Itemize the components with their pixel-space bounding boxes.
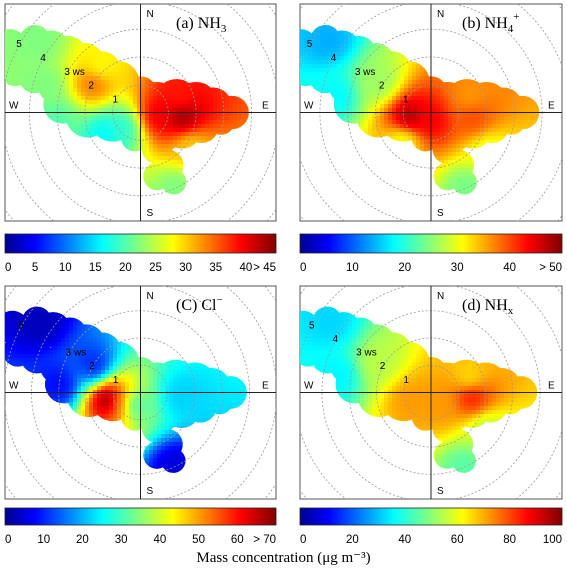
colorbar-tick-label: 40 xyxy=(398,534,411,546)
panel-title: (b) NH4+ xyxy=(462,11,519,35)
colorbar-tick-label: 20 xyxy=(398,262,411,274)
colorbar-tick-label: 25 xyxy=(149,262,162,274)
direction-label-n: N xyxy=(147,9,154,20)
wind-speed-ring-label: 4 xyxy=(40,53,46,64)
colorbar-tick-label: 0 xyxy=(300,534,306,546)
colorbar-tick-label: 40 xyxy=(239,262,252,274)
polar-grid xyxy=(300,286,562,499)
wind-speed-ring-label: 1 xyxy=(113,375,119,386)
colorbar-tick-label: 30 xyxy=(451,262,464,274)
wind-speed-ring-label: 5 xyxy=(309,320,315,331)
panel-title: (d) NHx xyxy=(462,297,514,317)
colorbar xyxy=(299,233,563,254)
polar-plot-panel-1: N E S W 1 23 ws 4 5 (a) NH3 0 5 10 15 20 25 30 35 40 > 45 xyxy=(4,3,277,274)
direction-label-w: W xyxy=(9,101,19,112)
colorbar-tick-label: > 70 xyxy=(253,534,276,546)
colorbar xyxy=(299,507,563,526)
wind-speed-ring-label: 2 xyxy=(89,361,95,372)
direction-label-s: S xyxy=(437,486,444,497)
colorbar-tick-label: 80 xyxy=(503,534,516,546)
polar-grid xyxy=(300,4,562,221)
colorbar-tick-label: 10 xyxy=(59,262,72,274)
colorbar-tick-label: 10 xyxy=(346,262,359,274)
direction-label-w: W xyxy=(304,381,314,392)
panel-title: (C) Cl− xyxy=(176,294,223,314)
colorbar-tick-label: 10 xyxy=(37,534,50,546)
wind-speed-ring-label: 5 xyxy=(307,39,313,50)
direction-label-s: S xyxy=(147,208,154,219)
colorbar-tick-label: 20 xyxy=(119,262,132,274)
direction-label-n: N xyxy=(147,291,154,302)
colorbar-tick-label: 0 xyxy=(5,262,11,274)
wind-speed-ring-label: 1 xyxy=(112,95,118,106)
colorbar-tick-label: 100 xyxy=(543,534,562,546)
wind-speed-ring-label: 3 ws xyxy=(356,348,377,359)
direction-label-n: N xyxy=(437,291,444,302)
colorbar-tick-label: > 45 xyxy=(253,262,276,274)
wind-speed-ring-label: 2 xyxy=(379,81,385,92)
polar-plot-panel-3: N E S W 1 23 ws 5 (C) Cl− 0 10 20 30 40 50 60 > 70 xyxy=(4,285,277,546)
colorbar-tick-label: 0 xyxy=(5,534,11,546)
direction-label-e: E xyxy=(262,101,269,112)
direction-label-e: E xyxy=(548,101,555,112)
polar-grid xyxy=(5,4,276,221)
direction-label-s: S xyxy=(147,486,154,497)
wind-speed-ring-label: 2 xyxy=(88,81,94,92)
direction-label-e: E xyxy=(262,381,269,392)
panel-title: (a) NH3 xyxy=(176,15,227,35)
polar-plot-panel-2: N E S W 1 23 ws 4 5 (b) NH4+ 0 10 20 30 40 > 50 xyxy=(299,3,563,274)
colorbar xyxy=(4,507,277,526)
colorbar-tick-label: 60 xyxy=(451,534,464,546)
direction-label-s: S xyxy=(437,208,444,219)
colorbar xyxy=(4,233,277,254)
colorbar-tick-label: 15 xyxy=(89,262,102,274)
polar-plot-panel-4: N E S W 1 23 ws 4 5 (d) NHx 0 20 40 60 80 100 xyxy=(299,285,563,546)
direction-label-w: W xyxy=(304,101,314,112)
colorbar-tick-label: 0 xyxy=(300,262,306,274)
wind-speed-ring-label: 4 xyxy=(333,334,339,345)
colorbar-tick-label: 30 xyxy=(179,262,192,274)
colorbar-tick-label: 30 xyxy=(115,534,128,546)
direction-label-w: W xyxy=(9,381,19,392)
colorbar-tick-label: 60 xyxy=(231,534,244,546)
wind-speed-ring-label: 3 ws xyxy=(355,67,376,78)
wind-speed-ring-label: 2 xyxy=(380,361,386,372)
wind-speed-ring-label: 3 ws xyxy=(64,67,85,78)
colorbar-unit-label: Mass concentration (μg m⁻³) xyxy=(196,550,371,566)
wind-speed-ring-label: 1 xyxy=(403,375,409,386)
wind-speed-ring-label: 5 xyxy=(18,320,24,331)
wind-speed-ring-label: 5 xyxy=(16,39,22,50)
wind-speed-ring-label: 1 xyxy=(403,95,409,106)
colorbar-tick-label: 40 xyxy=(153,534,166,546)
colorbar-tick-label: > 50 xyxy=(539,262,562,274)
colorbar-tick-label: 20 xyxy=(76,534,89,546)
colorbar-tick-label: 50 xyxy=(192,534,205,546)
direction-label-e: E xyxy=(548,381,555,392)
colorbar-tick-label: 5 xyxy=(32,262,38,274)
wind-speed-ring-label: 3 ws xyxy=(66,348,87,359)
colorbar-tick-label: 20 xyxy=(346,534,359,546)
direction-label-n: N xyxy=(437,9,444,20)
wind-speed-ring-label: 4 xyxy=(331,53,337,64)
colorbar-tick-label: 40 xyxy=(503,262,516,274)
polar-grid xyxy=(5,286,276,499)
colorbar-tick-label: 35 xyxy=(209,262,222,274)
